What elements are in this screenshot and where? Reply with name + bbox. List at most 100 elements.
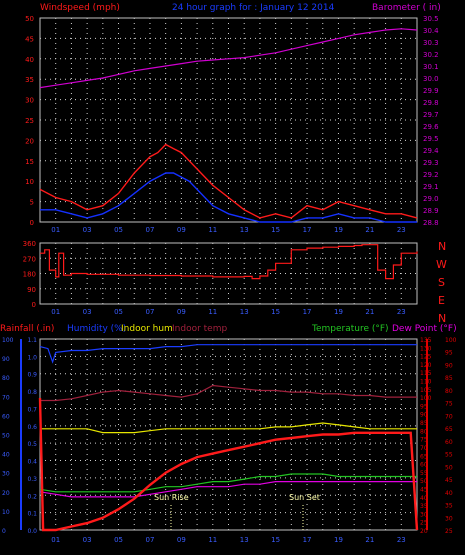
humidity-tick-label: 60 — [2, 413, 10, 420]
wind-average-line — [40, 172, 417, 223]
direction-panel-x-tick-label: 17 — [303, 308, 312, 316]
indoor-scale-tick-label: 100 — [420, 395, 432, 402]
indoor-scale-tick-label: 30 — [420, 511, 428, 518]
barometer-tick-label: 30.2 — [423, 51, 439, 59]
barometer-tick-label: 30.1 — [423, 63, 439, 71]
wind-panel-x-tick-label: 11 — [208, 226, 217, 234]
windspeed-tick-label: 10 — [25, 178, 34, 186]
wind-panel-x-tick-label: 01 — [51, 226, 60, 234]
temperature-tick-label: 65 — [445, 426, 453, 433]
barometer-tick-label: 29.7 — [423, 111, 439, 119]
wind-panel-x-tick-label: 19 — [334, 226, 343, 234]
rain-tick-label: 0.1 — [27, 511, 37, 518]
compass-s: S — [438, 276, 445, 289]
temperature-tick-label: 100 — [445, 337, 457, 344]
climate-panel-x-tick-label: 15 — [271, 536, 280, 544]
direction-tick-label: 0 — [32, 301, 36, 309]
barometer-tick-label: 30.0 — [423, 75, 439, 83]
indoor-scale-tick-label: 75 — [420, 437, 428, 444]
barometer-tick-label: 28.8 — [423, 219, 439, 227]
indoor-scale-tick-label: 125 — [420, 354, 432, 361]
indoor-scale-tick-label: 95 — [420, 403, 428, 410]
direction-panel-x-tick-label: 09 — [177, 308, 186, 316]
wind-panel-frame — [39, 17, 418, 223]
rain-tick-label: 0.7 — [27, 406, 37, 413]
wind-panel-x-tick-label: 23 — [397, 226, 406, 234]
temperature-tick-label: 35 — [445, 503, 453, 510]
climate-panel-x-tick-label: 17 — [303, 536, 312, 544]
wind-panel-x-tick-label: 13 — [240, 226, 249, 234]
temperature-line — [39, 473, 417, 493]
rainfall-line — [38, 397, 419, 532]
humidity-tick-label: 0 — [2, 528, 6, 535]
direction-tick-label: 90 — [27, 286, 36, 294]
indoor-scale-tick-label: 35 — [420, 503, 428, 510]
barometer-tick-label: 29.3 — [423, 159, 439, 167]
rain-tick-label: 1.0 — [27, 354, 37, 361]
direction-tick-label: 360 — [23, 240, 36, 248]
climate-panel-x-tick-label: 11 — [208, 536, 217, 544]
windspeed-tick-label: 20 — [25, 137, 34, 145]
indoor-scale-tick-label: 115 — [420, 370, 432, 377]
indoor-scale-tick-label: 20 — [420, 528, 428, 535]
humidity-tick-label: 80 — [2, 375, 10, 382]
barometer-tick-label: 29.2 — [423, 171, 439, 179]
indoor-scale-tick-label: 45 — [420, 486, 428, 493]
barometer-line — [39, 28, 418, 89]
compass-e: E — [438, 294, 445, 307]
windspeed-tick-label: 45 — [25, 35, 34, 43]
compass-n-top: N — [438, 240, 446, 253]
barometer-tick-label: 29.6 — [423, 123, 439, 131]
legend-indoor-temp: Indoor temp — [172, 324, 227, 334]
windspeed-tick-label: 25 — [25, 117, 34, 125]
compass-w: W — [436, 258, 447, 271]
wind-panel-x-tick-label: 05 — [114, 226, 123, 234]
wind-panel-x-tick-label: 17 — [303, 226, 312, 234]
indoor-scale-tick-label: 105 — [420, 387, 432, 394]
temperature-tick-label: 85 — [445, 375, 453, 382]
windspeed-tick-label: 50 — [25, 15, 34, 23]
temperature-tick-label: 70 — [445, 413, 453, 420]
direction-panel-x-tick-label: 15 — [271, 308, 280, 316]
direction-panel-x-tick-label: 05 — [114, 308, 123, 316]
sun-set-label: Sun Set — [289, 493, 320, 502]
direction-tick-label: 180 — [23, 271, 36, 279]
temperature-tick-label: 90 — [445, 362, 453, 369]
temperature-tick-label: 40 — [445, 490, 453, 497]
legend-rainfall: Rainfall (.in) — [0, 324, 54, 334]
compass-n-bottom: N — [438, 312, 446, 325]
legend-humidity: Humidity (%) — [67, 324, 126, 334]
rain-tick-label: 0.6 — [27, 424, 37, 431]
temperature-tick-label: 30 — [445, 515, 453, 522]
humidity-tick-label: 50 — [2, 433, 10, 440]
direction-panel-x-tick-label: 21 — [365, 308, 374, 316]
temperature-tick-label: 80 — [445, 388, 453, 395]
indoor-scale-tick-label: 135 — [420, 337, 432, 344]
rain-tick-label: 0.8 — [27, 389, 37, 396]
direction-panel-x-tick-label: 11 — [208, 308, 217, 316]
direction-tick-label: 270 — [23, 255, 36, 263]
climate-panel-x-tick-label: 19 — [334, 536, 343, 544]
barometer-tick-label: 30.5 — [423, 15, 439, 23]
temperature-tick-label: 55 — [445, 452, 453, 459]
barometer-tick-label: 29.8 — [423, 99, 439, 107]
indoor-scale-tick-label: 40 — [420, 495, 428, 502]
legend-indoor-hum: Indoor hum — [121, 324, 173, 334]
barometer-tick-label: 29.0 — [423, 195, 439, 203]
direction-panel-frame — [39, 242, 418, 305]
humidity-tick-label: 20 — [2, 490, 10, 497]
humidity-tick-label: 70 — [2, 394, 10, 401]
windspeed-tick-label: 0 — [30, 219, 34, 227]
barometer-tick-label: 29.4 — [423, 147, 439, 155]
climate-panel-x-tick-label: 09 — [177, 536, 186, 544]
rain-tick-label: 0.4 — [27, 459, 37, 466]
windspeed-tick-label: 30 — [25, 97, 34, 105]
legend-dew-point: Dew Point (°F) — [392, 324, 457, 334]
tick-layer: 0510152025303540455028.828.929.029.129.2… — [2, 15, 457, 544]
climate-panel-x-tick-label: 03 — [83, 536, 92, 544]
humidity-tick-label: 40 — [2, 452, 10, 459]
indoor-scale-tick-label: 90 — [420, 412, 428, 419]
humidity-tick-label: 90 — [2, 356, 10, 363]
wind-panel-x-tick-label: 03 — [83, 226, 92, 234]
legend-temperature: Temperature (°F) — [311, 324, 389, 334]
